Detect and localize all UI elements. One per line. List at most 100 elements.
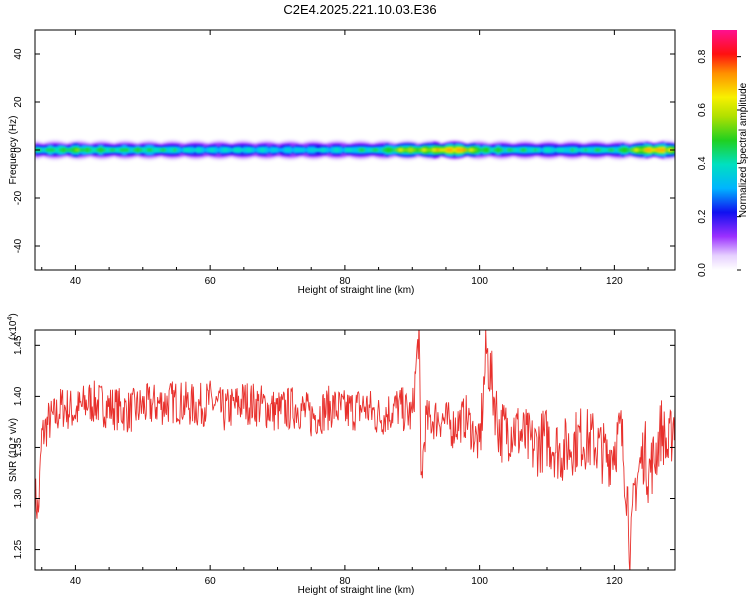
spectrogram-cell (476, 148, 481, 152)
spectrogram-cell (479, 148, 484, 152)
spectrogram-cell (338, 148, 343, 152)
spectrogram-cell (105, 148, 110, 152)
spectrogram-cell (570, 148, 575, 152)
spectrogram-cell (439, 149, 444, 151)
spectrogram-cell (193, 148, 198, 152)
spectrogram-cell (233, 149, 238, 151)
spectrogram-cell (41, 149, 46, 151)
spectrogram-cell (442, 149, 447, 151)
spectrogram-y-tick-label: 0 (13, 147, 24, 153)
colorbar-tick-label: 0.6 (697, 103, 708, 117)
spectrogram-cell (220, 148, 225, 152)
spectrogram-cell (115, 149, 120, 151)
snr-frame (34, 329, 676, 571)
spectrogram-cell (604, 149, 609, 151)
spectrogram-cell (156, 149, 161, 151)
spectrogram-cell (378, 148, 383, 152)
spectrogram-cell (627, 149, 632, 151)
spectrogram-y-tick-label: 40 (13, 48, 24, 60)
spectrogram-cell (392, 149, 397, 151)
spectrogram-cell (614, 148, 619, 152)
spectrogram-cell (179, 149, 184, 151)
spectrogram-cell (213, 148, 218, 152)
spectrogram-cell (422, 149, 427, 151)
spectrogram-cell (311, 148, 316, 152)
spectrogram-cell (146, 148, 151, 152)
spectrogram-y-tick-label: -20 (13, 190, 24, 205)
spectrogram-cell (92, 149, 97, 151)
spectrogram-cell (637, 148, 642, 152)
spectrogram-cell (648, 149, 653, 151)
spectrogram-cell (425, 148, 430, 152)
spectrogram-cell (260, 148, 265, 152)
snr-x-tick-label: 100 (471, 576, 488, 587)
spectrogram-cell (344, 149, 349, 151)
spectrogram-cell (506, 149, 511, 151)
spectrogram-cell (317, 148, 322, 152)
spectrogram-cell (543, 148, 548, 152)
snr-y-tick-label: 1.45 (13, 335, 24, 355)
spectrogram-cell (432, 148, 437, 152)
spectrogram-cell (419, 149, 423, 151)
spectrogram-cell (152, 148, 157, 152)
spectrogram-cell (553, 149, 558, 151)
spectrogram-cell (435, 149, 440, 151)
spectrogram-cell (634, 148, 639, 152)
spectrogram-cell (355, 148, 359, 152)
spectrogram-cell (520, 148, 525, 152)
spectrogram-cell (85, 149, 90, 151)
snr-multiplier-close: ) (8, 313, 19, 316)
spectrogram-cell (509, 149, 514, 151)
spectrogram-cell (163, 149, 167, 151)
spectrogram-band (35, 138, 675, 162)
spectrogram-cell (328, 149, 333, 151)
spectrogram-cell (405, 148, 410, 152)
spectrogram-cell (563, 148, 568, 152)
spectrogram-cell (334, 148, 339, 152)
spectrogram-cell (166, 148, 171, 152)
spectrogram-cell (280, 149, 285, 151)
colorbar-ticks: 0.0 0.2 0.4 0.6 0.8 (697, 49, 741, 277)
spectrogram-cell (489, 149, 494, 151)
colorbar-label: Normalized spectral amplitude (738, 82, 749, 217)
spectrogram-cell (472, 148, 477, 152)
spectrogram-cell (95, 148, 100, 152)
spectrogram-cell (277, 149, 282, 151)
spectrogram-cell (324, 149, 329, 151)
spectrogram-cell (560, 149, 565, 151)
spectrogram-cell (368, 149, 373, 151)
spectrogram-cell (75, 148, 80, 152)
spectrogram-cell (550, 148, 555, 152)
spectrogram-cell (523, 148, 528, 152)
spectrogram-cell (304, 149, 309, 151)
spectrogram-x-tick-label: 60 (205, 276, 217, 287)
spectrogram-band-layer (35, 148, 675, 152)
spectrogram-cell (631, 149, 636, 151)
spectrogram-cell (240, 148, 245, 152)
snr-x-tick-label: 80 (339, 576, 351, 587)
spectrogram-cell (577, 149, 582, 151)
spectrogram-cell (227, 149, 231, 151)
spectrogram-cell (112, 149, 117, 151)
spectrogram-x-tick-label: 40 (70, 276, 82, 287)
colorbar-tick-label: 0.4 (697, 156, 708, 170)
spectrogram-cell (264, 148, 269, 152)
spectrogram-cell (196, 148, 201, 152)
spectrogram-cell (530, 149, 535, 151)
spectrogram-panel: 40 60 80 100 120 40 20 0 -20 -40 Height of strai… (8, 29, 676, 296)
colorbar-tick-label: 0.0 (697, 263, 708, 277)
spectrogram-cell (129, 148, 134, 152)
spectrogram-cell (341, 148, 346, 152)
figure-title: C2E4.2025.221.10.03.E36 (283, 2, 436, 17)
spectrogram-cell (388, 149, 393, 151)
spectrogram-cell (584, 149, 589, 151)
spectrogram-cell (287, 148, 292, 152)
spectrogram-cell (297, 149, 302, 151)
spectrogram-cell (307, 148, 312, 152)
spectrogram-cell (617, 148, 622, 152)
spectrogram-cell (466, 149, 471, 151)
snr-x-tick-label: 120 (606, 576, 623, 587)
spectrogram-cell (644, 148, 649, 152)
spectrogram-cell (237, 148, 242, 152)
